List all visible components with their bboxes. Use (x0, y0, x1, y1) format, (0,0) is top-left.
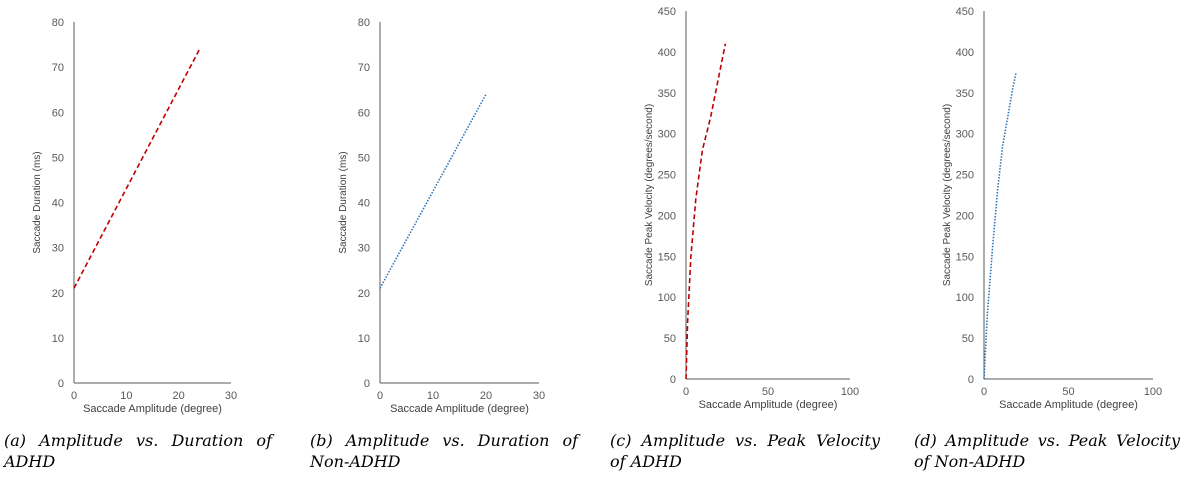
caption-text: Amplitude vs. Peak Velocity of ADHD (610, 431, 881, 471)
y-tick-label: 200 (956, 210, 974, 222)
x-axis-label: Saccade Amplitude (degree) (83, 403, 222, 415)
y-tick-label: 350 (956, 88, 974, 100)
y-tick-label: 150 (956, 251, 974, 263)
y-tick-label: 250 (658, 170, 676, 182)
panel-b: 0 10 20 30 40 50 60 70 80 0 10 20 30 Saccade Amplitud… (300, 0, 600, 482)
x-tick-label: 0 (377, 390, 383, 402)
y-tick-label: 0 (364, 378, 370, 390)
series-line (379, 93, 487, 289)
y-tick-label: 400 (658, 47, 676, 59)
y-tick-label: 50 (664, 333, 676, 345)
panel-c: 0 50 100 150 200 250 300 350 400 450 0 50 100 Saccade… (600, 0, 900, 482)
series-line (73, 48, 201, 289)
caption-label: (b) (310, 431, 333, 450)
caption-b: (b) Amplitude vs. Duration of Non-ADHD (310, 430, 578, 472)
y-tick-label: 0 (670, 374, 676, 386)
panel-a: 0 10 20 30 40 50 60 70 80 0 10 20 30 Saccade Amplitud… (0, 0, 300, 482)
y-tick-label: 450 (956, 6, 974, 18)
y-tick-label: 200 (658, 210, 676, 222)
caption-text: Amplitude vs. Peak Velocity of Non-ADHD (914, 431, 1180, 471)
x-tick-label: 100 (841, 386, 859, 398)
y-tick-label: 0 (58, 378, 64, 390)
y-tick-label: 20 (52, 288, 64, 300)
x-tick-label: 10 (427, 390, 439, 402)
caption-label: (d) (914, 431, 937, 450)
caption-d: (d) Amplitude vs. Peak Velocity of Non-A… (914, 430, 1180, 472)
y-tick-label: 250 (956, 170, 974, 182)
caption-text: Amplitude vs. Duration of Non-ADHD (310, 431, 578, 471)
y-tick-label: 450 (658, 6, 676, 18)
x-tick-label: 0 (683, 386, 689, 398)
y-tick-label: 40 (52, 198, 64, 210)
y-axis-label: Saccade Duration (ms) (32, 151, 43, 253)
y-tick-label: 30 (52, 243, 64, 255)
x-tick-label: 20 (173, 390, 185, 402)
x-tick-label: 20 (480, 390, 492, 402)
x-axis-label: Saccade Amplitude (degree) (999, 399, 1138, 411)
panel-d: 0 50 100 150 200 250 300 350 400 450 0 50 100 Saccade… (900, 0, 1188, 482)
y-tick-label: 150 (658, 251, 676, 263)
series-line (685, 43, 727, 380)
x-tick-label: 0 (71, 390, 77, 402)
x-tick-label: 50 (1062, 386, 1074, 398)
x-tick-label: 30 (225, 390, 237, 402)
caption-a: (a) Amplitude vs. Duration of ADHD (4, 430, 272, 472)
y-tick-label: 80 (52, 17, 64, 29)
series-line (983, 72, 1017, 380)
y-tick-label: 350 (658, 88, 676, 100)
caption-label: (c) (610, 431, 632, 450)
y-tick-label: 50 (358, 152, 370, 164)
caption-c: (c) Amplitude vs. Peak Velocity of ADHD (610, 430, 880, 472)
chart-b: 0 10 20 30 40 50 60 70 80 0 10 20 30 Saccade Amplitud… (338, 17, 545, 415)
caption-text: Amplitude vs. Duration of ADHD (4, 431, 272, 471)
y-tick-label: 40 (358, 198, 370, 210)
y-tick-label: 30 (358, 243, 370, 255)
x-tick-label: 0 (981, 386, 987, 398)
y-tick-label: 60 (358, 107, 370, 119)
x-tick-label: 30 (533, 390, 545, 402)
x-axis-label: Saccade Amplitude (degree) (699, 399, 838, 411)
y-axis-label: Saccade Peak Velocity (degrees/second) (644, 104, 655, 286)
y-tick-label: 50 (962, 333, 974, 345)
x-axis-label: Saccade Amplitude (degree) (390, 403, 529, 415)
y-tick-label: 400 (956, 47, 974, 59)
y-tick-label: 60 (52, 107, 64, 119)
y-axis-label: Saccade Peak Velocity (degrees/second) (942, 104, 953, 286)
y-tick-label: 300 (956, 129, 974, 141)
y-tick-label: 100 (956, 292, 974, 304)
y-tick-label: 80 (358, 17, 370, 29)
x-tick-label: 10 (120, 390, 132, 402)
y-tick-label: 300 (658, 129, 676, 141)
y-tick-label: 10 (358, 333, 370, 345)
x-tick-label: 50 (762, 386, 774, 398)
y-tick-label: 10 (52, 333, 64, 345)
y-tick-label: 0 (968, 374, 974, 386)
x-tick-label: 100 (1144, 386, 1162, 398)
caption-label: (a) (4, 431, 27, 450)
y-tick-label: 50 (52, 152, 64, 164)
y-tick-label: 20 (358, 288, 370, 300)
y-tick-label: 70 (52, 62, 64, 74)
y-tick-label: 70 (358, 62, 370, 74)
y-axis-label: Saccade Duration (ms) (338, 151, 349, 253)
y-tick-label: 100 (658, 292, 676, 304)
